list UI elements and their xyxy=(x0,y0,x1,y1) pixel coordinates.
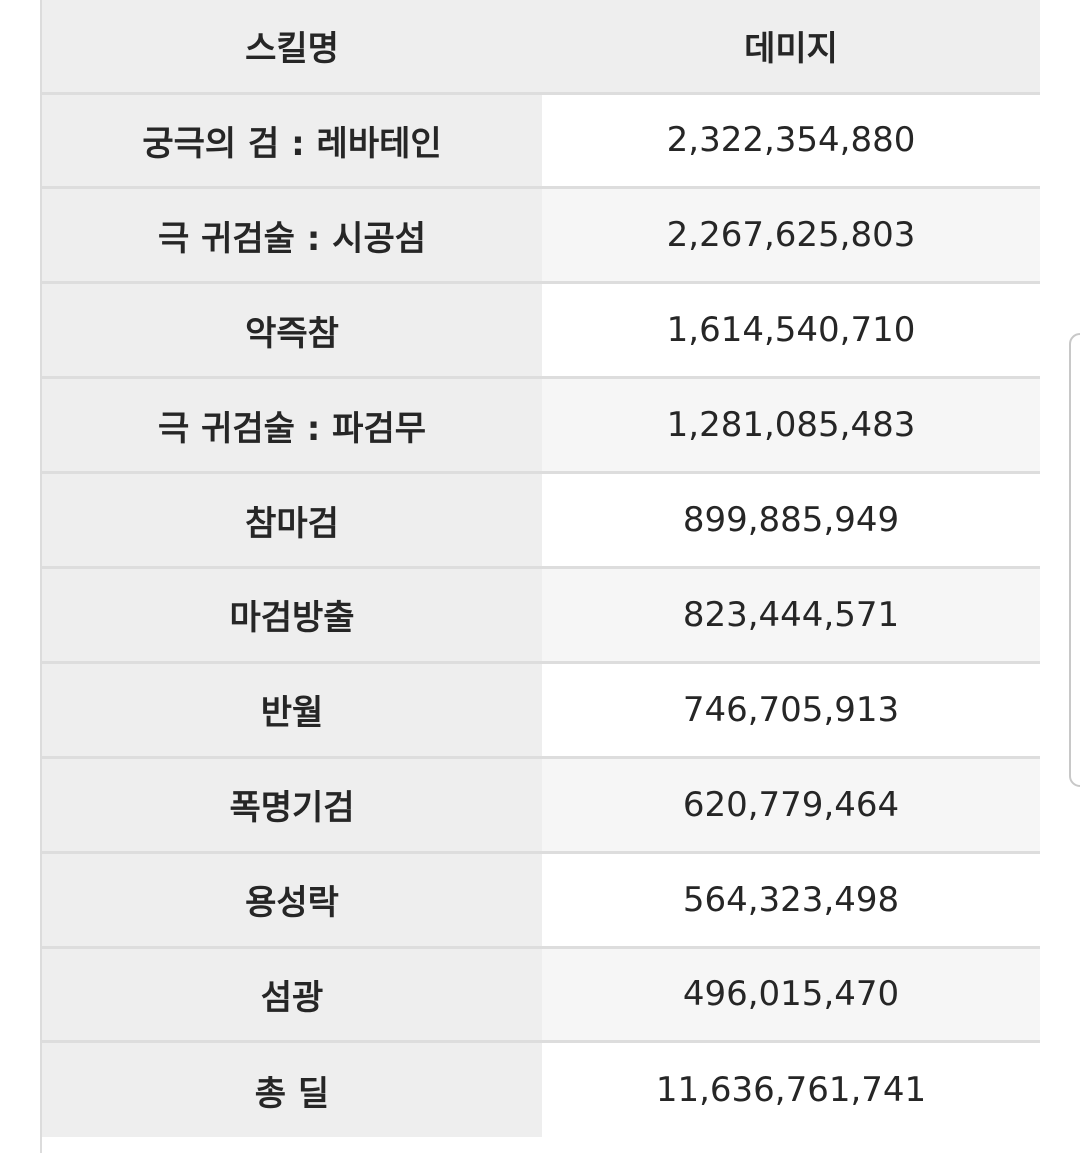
damage-cell: 564,323,498 xyxy=(542,852,1040,949)
damage-cell: 620,779,464 xyxy=(542,757,1040,854)
skill-name-cell: 참마검 xyxy=(42,472,542,569)
table-row: 섬광 496,015,470 xyxy=(42,947,1040,1044)
table-row: 참마검 899,885,949 xyxy=(42,472,1040,569)
scrollbar-handle[interactable] xyxy=(1069,333,1080,787)
header-damage: 데미지 xyxy=(542,0,1040,95)
table-row-total: 총 딜 11,636,761,741 xyxy=(42,1041,1040,1137)
damage-cell: 1,281,085,483 xyxy=(542,377,1040,475)
damage-cell: 496,015,470 xyxy=(542,947,1040,1044)
table-row: 폭명기검 620,779,464 xyxy=(42,757,1040,854)
skill-damage-table: 스킬명 데미지 궁극의 검 : 레바테인 2,322,354,880 극 귀검술… xyxy=(42,0,1040,1137)
damage-cell: 899,885,949 xyxy=(542,472,1040,569)
table-row: 궁극의 검 : 레바테인 2,322,354,880 xyxy=(42,93,1040,190)
damage-cell: 823,444,571 xyxy=(542,567,1040,664)
total-damage-cell: 11,636,761,741 xyxy=(542,1041,1040,1137)
table-row: 극 귀검술 : 시공섬 2,267,625,803 xyxy=(42,187,1040,285)
damage-cell: 2,322,354,880 xyxy=(542,93,1040,190)
skill-name-cell: 마검방출 xyxy=(42,567,542,664)
skill-name-cell: 극 귀검술 : 파검무 xyxy=(42,377,542,475)
skill-name-cell: 악즉참 xyxy=(42,282,542,380)
skill-name-cell: 반월 xyxy=(42,662,542,759)
damage-cell: 2,267,625,803 xyxy=(542,187,1040,285)
damage-cell: 746,705,913 xyxy=(542,662,1040,759)
table-row: 마검방출 823,444,571 xyxy=(42,567,1040,664)
header-skill-name: 스킬명 xyxy=(42,0,542,95)
skill-name-cell: 용성락 xyxy=(42,852,542,949)
skill-name-cell: 섬광 xyxy=(42,947,542,1044)
table-row: 반월 746,705,913 xyxy=(42,662,1040,759)
table-row: 악즉참 1,614,540,710 xyxy=(42,282,1040,380)
skill-name-cell: 폭명기검 xyxy=(42,757,542,854)
damage-cell: 1,614,540,710 xyxy=(542,282,1040,380)
table-row: 극 귀검술 : 파검무 1,281,085,483 xyxy=(42,377,1040,475)
table-row: 용성락 564,323,498 xyxy=(42,852,1040,949)
table-header-row: 스킬명 데미지 xyxy=(42,0,1040,95)
total-label-cell: 총 딜 xyxy=(42,1041,542,1137)
damage-table-container: 스킬명 데미지 궁극의 검 : 레바테인 2,322,354,880 극 귀검술… xyxy=(40,0,1040,1153)
skill-name-cell: 궁극의 검 : 레바테인 xyxy=(42,93,542,190)
skill-name-cell: 극 귀검술 : 시공섬 xyxy=(42,187,542,285)
